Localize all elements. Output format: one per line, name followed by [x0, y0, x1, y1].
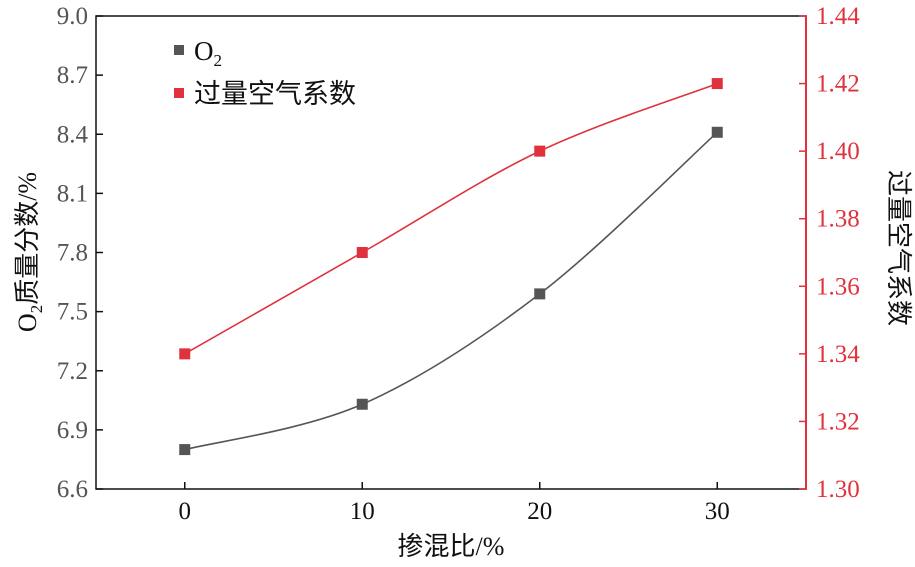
right-y-tick-label: 1.44	[816, 3, 860, 30]
series-layer	[179, 78, 723, 456]
x-axis: 0 10 20 30	[179, 482, 730, 525]
data-point-o2	[179, 444, 191, 456]
right-y-tick-label: 1.40	[816, 138, 860, 165]
series-line-excess-air	[184, 82, 718, 355]
left-y-tick-label: 6.6	[57, 476, 88, 503]
legend-label-excess-air: 过量空气系数	[194, 79, 356, 109]
left-y-tick-label: 8.7	[57, 62, 88, 89]
left-y-tick-label: 8.4	[57, 121, 89, 148]
right-y-tick-label: 1.38	[816, 206, 860, 233]
right-y-tick-label: 1.30	[816, 476, 860, 503]
legend-marker-excess-air	[174, 88, 184, 98]
data-point-excess-air	[534, 145, 546, 157]
series-line-o2	[184, 131, 718, 451]
right-y-axis: 1.30 1.32 1.34 1.36 1.38 1.40 1.42 1.44	[799, 3, 860, 503]
data-point-excess-air	[711, 78, 723, 90]
left-y-axis-title: O2质量分数/%	[13, 172, 46, 332]
legend: O2 过量空气系数	[174, 36, 356, 109]
left-y-tick-label: 6.9	[57, 417, 88, 444]
legend-marker-o2	[174, 45, 184, 55]
x-tick-label: 10	[350, 498, 375, 525]
left-y-tick-label: 7.8	[57, 240, 88, 267]
data-point-excess-air	[179, 348, 191, 360]
right-y-tick-label: 1.42	[816, 71, 860, 98]
x-tick-label: 0	[179, 498, 192, 525]
x-tick-label: 20	[527, 498, 552, 525]
right-y-tick-label: 1.34	[816, 341, 860, 368]
left-y-tick-label: 7.5	[57, 299, 88, 326]
left-y-axis: 6.6 6.9 7.2 7.5 7.8 8.1 8.4 8.7 9.0	[57, 3, 103, 503]
legend-label-o2: O2	[194, 36, 222, 70]
x-axis-title: 掺混比/%	[398, 532, 505, 561]
right-y-tick-label: 1.36	[816, 273, 860, 300]
left-y-tick-label: 8.1	[57, 180, 88, 207]
data-point-excess-air	[356, 247, 368, 258]
data-point-o2	[356, 398, 368, 410]
x-tick-label: 30	[705, 498, 730, 525]
left-y-tick-label: 9.0	[57, 3, 88, 30]
left-y-tick-label: 7.2	[57, 358, 88, 385]
right-y-axis-title: 过量空气系数	[884, 170, 913, 326]
right-y-tick-label: 1.32	[816, 408, 860, 435]
data-point-o2	[534, 288, 546, 300]
data-point-o2	[711, 126, 723, 138]
